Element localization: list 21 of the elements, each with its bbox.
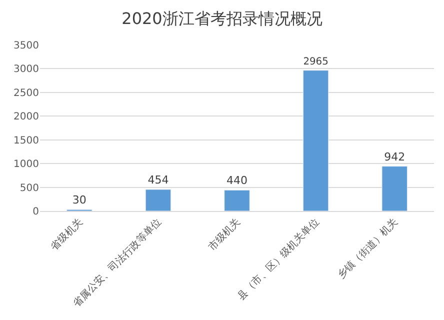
y-tick-label: 3500 — [14, 40, 39, 52]
bar — [224, 190, 250, 211]
y-tick-label: 1500 — [14, 135, 39, 146]
x-tick-label: 乡镇（街道）机关 — [335, 216, 400, 282]
bar — [302, 70, 329, 211]
data-label: 942 — [384, 150, 406, 164]
y-tick-label: 2000 — [14, 112, 39, 123]
y-tick-label: 500 — [20, 182, 39, 194]
x-tick-label: 省级机关 — [48, 216, 86, 253]
y-tick-label: 1000 — [14, 159, 39, 170]
y-tick-label: 0 — [32, 206, 39, 218]
data-label: 454 — [148, 173, 169, 186]
y-tick-label: 2500 — [14, 88, 39, 99]
data-label: 30 — [72, 194, 86, 207]
x-tick-label: 市级机关 — [206, 216, 243, 253]
bar — [145, 189, 172, 211]
data-label: 440 — [226, 174, 248, 188]
chart-title: 2020浙江省考招录情况概况 — [122, 9, 322, 28]
y-tick-label: 3000 — [14, 64, 39, 76]
bar — [382, 166, 408, 211]
data-label: 2965 — [303, 56, 328, 68]
